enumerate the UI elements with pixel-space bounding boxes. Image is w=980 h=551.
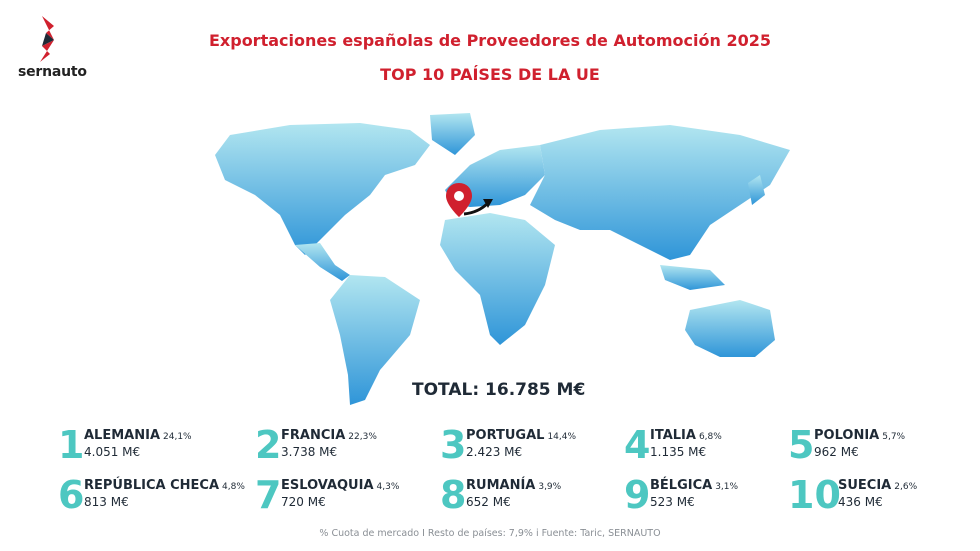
- country-name: ESLOVAQUIA 4,3%: [281, 478, 399, 493]
- export-value: 3.738 M€: [281, 445, 338, 459]
- export-value: 962 M€: [814, 445, 859, 459]
- world-map: [215, 113, 790, 405]
- brand-logo: sernauto: [18, 16, 88, 86]
- rank-number: 6: [58, 473, 85, 517]
- country-label: FRANCIA: [281, 428, 346, 443]
- market-share: 5,7%: [882, 432, 906, 442]
- country-name: PORTUGAL 14,4%: [466, 428, 576, 443]
- country-label: BÉLGICA: [650, 478, 713, 493]
- export-value: 4.051 M€: [84, 445, 141, 459]
- country-name: SUECIA 2,6%: [838, 478, 917, 493]
- country-name: ITALIA 6,8%: [650, 428, 722, 443]
- country-name: BÉLGICA 3,1%: [650, 478, 738, 493]
- export-value: 652 M€: [466, 495, 511, 509]
- rank-number: 5: [788, 423, 815, 467]
- market-share: 4,8%: [222, 482, 245, 492]
- page-title: Exportaciones españolas de Proveedores d…: [208, 31, 771, 50]
- export-value: 523 M€: [650, 495, 695, 509]
- country-label: ITALIA: [650, 428, 696, 443]
- export-value: 813 M€: [84, 495, 129, 509]
- market-share: 14,4%: [547, 432, 577, 442]
- page-subtitle: TOP 10 PAÍSES DE LA UE: [380, 65, 600, 84]
- rank-number: 10: [788, 473, 841, 517]
- total-exports: TOTAL: 16.785 M€: [412, 380, 586, 400]
- north-america-shape: [215, 123, 430, 255]
- market-share: 6,8%: [698, 432, 722, 442]
- rank-number: 8: [440, 473, 467, 517]
- export-value: 2.423 M€: [466, 445, 523, 459]
- market-share: 22,3%: [348, 432, 377, 442]
- rank-number: 4: [624, 423, 651, 467]
- south-america-shape: [330, 275, 420, 405]
- country-ranking: 1 ALEMANIA 24,1% 4.051 M€ 2 FRANCIA 22,3% …: [0, 423, 980, 525]
- country-name: ALEMANIA 24,1%: [84, 428, 192, 443]
- country-label: POLONIA: [814, 428, 880, 443]
- country-label: ALEMANIA: [84, 428, 161, 443]
- rank-number: 1: [58, 423, 85, 467]
- australia-shape: [685, 300, 775, 357]
- asia-shape: [530, 125, 790, 260]
- rank-number: 2: [255, 423, 282, 467]
- market-share: 3,9%: [538, 482, 562, 492]
- country-label: SUECIA: [838, 478, 892, 493]
- export-arrow-icon: [463, 199, 493, 216]
- footnote: % Cuota de mercado I Resto de países: 7,…: [319, 528, 661, 539]
- location-pin-icon: [446, 183, 472, 217]
- export-value: 720 M€: [281, 495, 326, 509]
- brand-wordmark: sernauto: [18, 64, 87, 80]
- market-share: 2,6%: [894, 482, 918, 492]
- rank-number: 3: [440, 423, 467, 467]
- export-value: 436 M€: [838, 495, 883, 509]
- country-label: PORTUGAL: [466, 428, 545, 443]
- country-name: RUMANÍA 3,9%: [466, 478, 561, 493]
- market-share: 4,3%: [376, 482, 400, 492]
- country-label: RUMANÍA: [466, 478, 536, 493]
- country-name: FRANCIA 22,3%: [281, 428, 377, 443]
- sernauto-logo-icon: [40, 16, 54, 62]
- greenland-shape: [430, 113, 475, 155]
- country-name: REPÚBLICA CHECA 4,8%: [84, 478, 245, 493]
- rank-number: 7: [255, 473, 282, 517]
- africa-shape: [440, 213, 555, 345]
- central-america-shape: [295, 243, 350, 281]
- export-value: 1.135 M€: [650, 445, 707, 459]
- country-name: POLONIA 5,7%: [814, 428, 905, 443]
- market-share: 24,1%: [163, 432, 192, 442]
- country-label: REPÚBLICA CHECA: [84, 478, 220, 493]
- country-label: ESLOVAQUIA: [281, 478, 374, 493]
- japan-shape: [748, 175, 765, 205]
- market-share: 3,1%: [715, 482, 739, 492]
- southeast-asia-shape: [660, 265, 725, 290]
- rank-number: 9: [624, 473, 651, 517]
